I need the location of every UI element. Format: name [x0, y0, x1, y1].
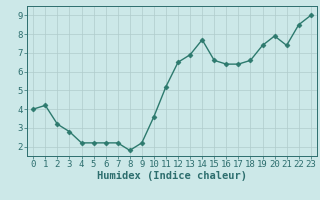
X-axis label: Humidex (Indice chaleur): Humidex (Indice chaleur) [97, 171, 247, 181]
